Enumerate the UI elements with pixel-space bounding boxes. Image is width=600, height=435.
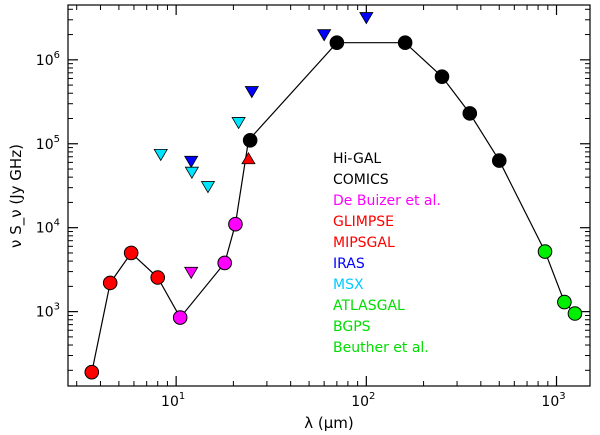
- msx-upper-limit-marker: [153, 148, 168, 162]
- tick-labels: 101 102 103 103 104 105 106: [36, 50, 566, 410]
- hi-gal-point: [434, 69, 450, 84]
- legend-entry-msx: MSX: [333, 277, 364, 293]
- sed-connecting-line: [91, 42, 576, 373]
- iras-upper-limit-marker: [184, 155, 199, 169]
- legend-entry-comics: COMICS: [333, 172, 389, 188]
- legend-entry-glimpse: GLIMPSE: [333, 214, 394, 230]
- iras-upper-limit-marker: [244, 86, 260, 99]
- bgps-point: [557, 294, 572, 310]
- major-ticks: [68, 5, 590, 386]
- hi-gal-point: [397, 35, 413, 50]
- beuther-et-al-point: [567, 306, 583, 321]
- glimpse-point: [123, 245, 139, 261]
- minor-ticks: [68, 5, 590, 386]
- glimpse-point: [102, 275, 118, 291]
- y-axis-label: ν S_ν (Jy GHz): [7, 144, 26, 248]
- data-markers: [84, 12, 583, 380]
- iras-upper-limit-marker: [316, 29, 332, 42]
- legend: Hi-GAL COMICS De Buizer et al. GLIMPSE MIPSG…: [333, 151, 441, 356]
- msx-upper-limit-marker: [184, 166, 200, 180]
- x-tick-label: 103: [541, 391, 565, 410]
- de-buizer-et-al-upper-limit-upper-limit-marker: [184, 266, 199, 280]
- glimpse-point: [150, 270, 166, 285]
- x-axis-label: λ (μm): [304, 414, 354, 432]
- legend-entry-hi-gal: Hi-GAL: [333, 151, 381, 167]
- de-buizer-et-al-point: [172, 310, 188, 325]
- y-tick-label: 106: [36, 50, 60, 69]
- x-tick-label: 102: [351, 391, 375, 410]
- y-tick-label: 104: [36, 218, 60, 237]
- legend-entry-mipsgal: MIPSGAL: [333, 235, 395, 251]
- msx-upper-limit-marker: [231, 117, 246, 130]
- legend-entry-atlasgal: ATLASGAL: [333, 298, 405, 314]
- de-buizer-et-al-point: [217, 255, 232, 271]
- legend-entry-beuther-et-al: Beuther et al.: [333, 340, 429, 356]
- legend-entry-de-buizer-et-al: De Buizer et al.: [333, 193, 441, 209]
- comics-point: [242, 132, 258, 148]
- hi-gal-point: [462, 106, 478, 121]
- de-buizer-et-al-point: [228, 216, 243, 232]
- hi-gal-point: [329, 35, 345, 50]
- hi-gal-point: [491, 153, 507, 168]
- msx-upper-limit-marker: [200, 181, 216, 194]
- glimpse-point: [84, 364, 100, 380]
- mipsgal-marker: [241, 151, 256, 165]
- y-tick-label: 103: [36, 302, 60, 321]
- y-tick-label: 105: [36, 134, 60, 153]
- plot-frame: [67, 4, 591, 387]
- legend-entry-iras: IRAS: [333, 256, 365, 272]
- legend-entry-bgps: BGPS: [333, 319, 371, 335]
- x-tick-label: 101: [161, 391, 185, 410]
- iras-upper-limit-marker: [359, 12, 374, 25]
- atlasgal-point: [537, 244, 553, 259]
